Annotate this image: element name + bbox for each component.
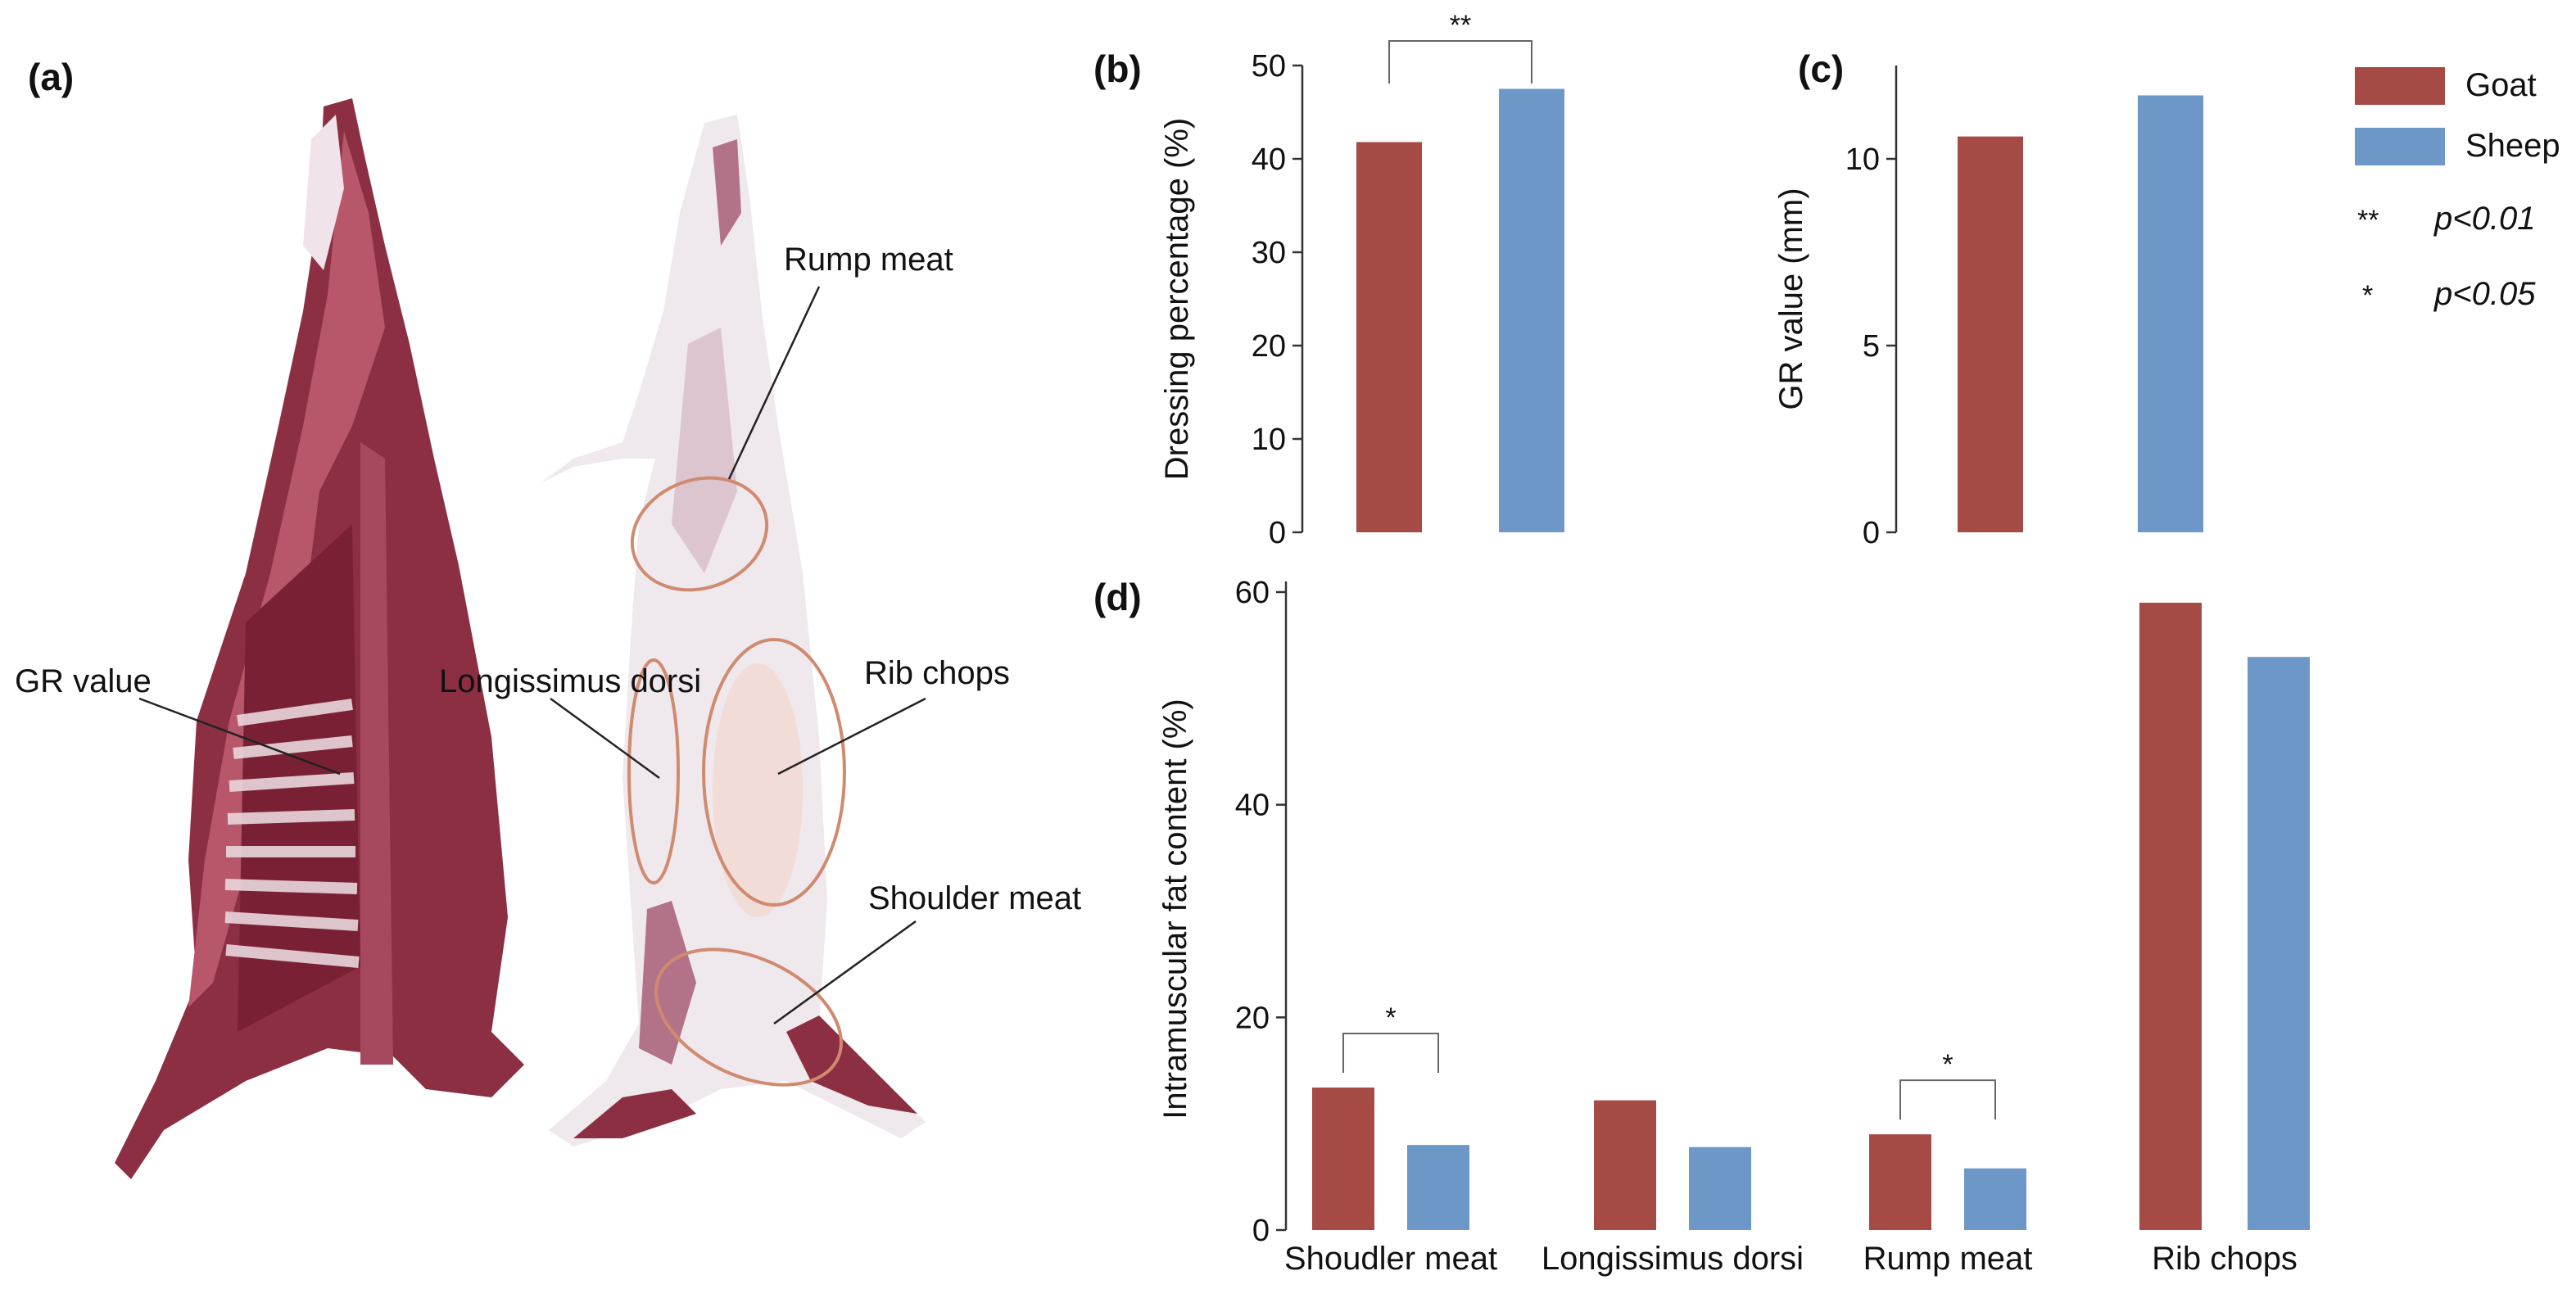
significance-label: * — [1942, 1049, 1953, 1080]
x-category-label: Rib chops — [2152, 1241, 2298, 1277]
shoulder-leader — [773, 920, 917, 1025]
y-tick-label: 0 — [1269, 516, 1286, 550]
bar-sheep-1 — [1689, 1147, 1751, 1230]
y-tick-label: 0 — [1252, 1214, 1270, 1248]
y-tick-label: 40 — [1252, 142, 1286, 177]
rump-meat-ellipse — [630, 476, 769, 592]
right-carcass-image — [541, 115, 926, 1147]
legend-p05-text: p<0.05 — [2433, 276, 2536, 312]
panel-a: (a) — [15, 56, 1081, 1179]
rib-leader — [777, 697, 926, 776]
legend-p01-text: p<0.01 — [2433, 201, 2535, 237]
panel-d: (d) 0 20 40 60 Intramuscular fat content (%)… — [1093, 576, 2310, 1277]
longissimus-dorsi-ellipse — [627, 658, 680, 884]
y-tick-label: 60 — [1235, 576, 1270, 610]
y-tick-label: 10 — [1252, 423, 1286, 457]
significance-bracket — [1388, 40, 1532, 84]
chart-b: 0 10 20 30 40 50 Dressing percentage (%) ** — [1159, 10, 1564, 550]
panel-b: (b) 0 10 20 30 40 50 Dressing percentage (%) ** — [1093, 10, 1564, 550]
y-tick-label: 0 — [1863, 516, 1880, 550]
y-axis-title: Dressing percentage (%) — [1159, 118, 1195, 480]
bar-sheep-0 — [1499, 88, 1564, 532]
y-tick-label: 40 — [1235, 789, 1270, 823]
left-carcass-image — [115, 98, 524, 1179]
longissimus-leader — [550, 697, 660, 780]
bar-sheep-3 — [2248, 657, 2310, 1230]
significance-bracket — [1899, 1079, 1996, 1120]
y-tick-label: 5 — [1863, 329, 1880, 364]
y-tick-label: 20 — [1252, 329, 1286, 364]
legend-p05-stars: * — [2362, 280, 2373, 311]
chart-d: 0 20 40 60 Intramuscular fat content (%) Shou… — [1157, 576, 2310, 1277]
y-axis-title: GR value (mm) — [1773, 188, 1809, 409]
panel-c: (c) 0 5 10 GR value (mm) — [1773, 47, 2203, 550]
rib-chops-label: Rib chops — [864, 655, 1010, 691]
y-tick-label: 30 — [1252, 236, 1286, 270]
bar-goat-1 — [1594, 1100, 1656, 1230]
panel-d-letter: (d) — [1093, 576, 1142, 618]
bar-goat-3 — [2139, 602, 2202, 1230]
rump-leader — [727, 286, 821, 480]
panel-a-letter: (a) — [28, 56, 74, 98]
shoulder-meat-label: Shoulder meat — [868, 880, 1081, 916]
bar-sheep-2 — [1964, 1168, 2026, 1230]
y-tick-label: 20 — [1235, 1001, 1270, 1035]
x-category-label: Longissimus dorsi — [1542, 1241, 1804, 1277]
bar-goat-0 — [1958, 136, 2023, 532]
y-tick-label: 50 — [1252, 49, 1286, 84]
rump-meat-label: Rump meat — [784, 242, 953, 278]
gr-value-label: GR value — [15, 663, 152, 699]
bar-goat-0 — [1312, 1088, 1374, 1230]
legend-goat-label: Goat — [2465, 67, 2537, 103]
longissimus-dorsi-label: Longissimus dorsi — [439, 663, 701, 699]
x-category-label: Rump meat — [1863, 1241, 2033, 1277]
legend-goat-swatch — [2355, 67, 2445, 105]
legend-p01-stars: ** — [2357, 205, 2379, 236]
bar-sheep-0 — [2138, 95, 2203, 533]
annotation-ellipses — [627, 476, 846, 1087]
significance-bracket — [1342, 1033, 1439, 1074]
chart-c: 0 5 10 GR value (mm) — [1773, 66, 2203, 550]
significance-label: * — [1385, 1002, 1396, 1033]
bar-goat-2 — [1869, 1134, 1931, 1230]
shoulder-meat-ellipse — [654, 948, 843, 1087]
bar-sheep-0 — [1407, 1145, 1469, 1230]
y-axis-title: Intramuscular fat content (%) — [1157, 699, 1193, 1119]
panel-b-letter: (b) — [1093, 47, 1142, 90]
x-category-label: Shoudler meat — [1284, 1241, 1497, 1277]
significance-label: ** — [1450, 10, 1471, 41]
gr-value-leader — [138, 697, 341, 776]
panel-c-letter: (c) — [1798, 47, 1844, 90]
bar-goat-0 — [1356, 142, 1422, 533]
legend: Goat Sheep ** p<0.01 * p<0.05 — [2355, 67, 2560, 312]
rib-chops-ellipse — [702, 638, 846, 907]
legend-sheep-label: Sheep — [2465, 128, 2560, 164]
legend-sheep-swatch — [2355, 128, 2445, 165]
y-tick-label: 10 — [1845, 142, 1880, 177]
annotation-leaders — [138, 286, 926, 1025]
